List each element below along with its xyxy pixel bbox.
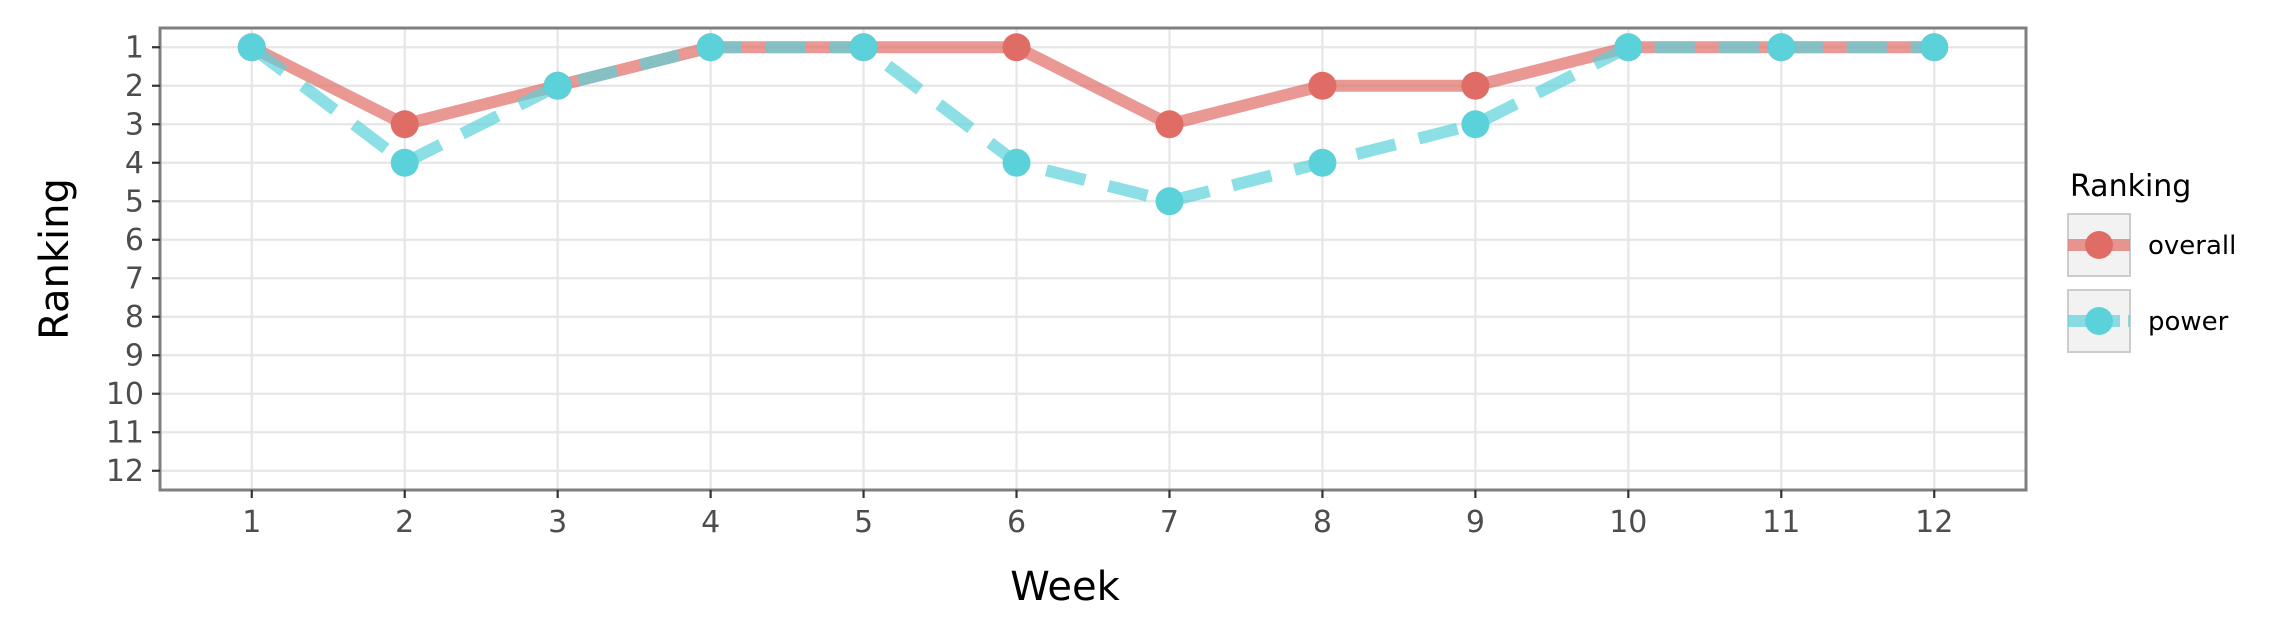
y-tick-label-8: 8: [125, 300, 144, 335]
y-tick-label-2: 2: [125, 69, 144, 104]
y-tick-label-6: 6: [125, 223, 144, 258]
legend-label-overall: overall: [2148, 231, 2236, 261]
point-power-3: [543, 71, 572, 100]
y-tick-label-12: 12: [106, 454, 144, 489]
x-tick-label-1: 1: [242, 505, 261, 540]
point-power-12: [1920, 33, 1949, 62]
x-tick-label-11: 11: [1762, 505, 1800, 540]
point-overall-8: [1308, 71, 1337, 100]
point-power-7: [1155, 187, 1184, 216]
point-overall-6: [1002, 33, 1031, 62]
y-tick-label-7: 7: [125, 261, 144, 296]
x-tick-label-9: 9: [1466, 505, 1485, 540]
y-tick-label-10: 10: [106, 377, 144, 412]
y-tick-label-4: 4: [125, 146, 144, 181]
x-tick-label-6: 6: [1007, 505, 1026, 540]
x-tick-label-12: 12: [1915, 505, 1953, 540]
y-tick-label-1: 1: [125, 30, 144, 65]
panel-background: [160, 28, 2026, 490]
point-power-1: [237, 33, 266, 62]
y-tick-label-11: 11: [106, 415, 144, 450]
x-tick-label-10: 10: [1609, 505, 1647, 540]
series-line-power: [248, 41, 1935, 208]
panel-border: [158, 26, 2028, 492]
legend-marker-power: [2085, 307, 2113, 335]
legend-label-power: power: [2148, 307, 2229, 337]
point-power-4: [696, 33, 725, 62]
point-power-5: [849, 33, 878, 62]
x-tick-label-2: 2: [395, 505, 414, 540]
series-lines: [248, 41, 1935, 208]
point-power-6: [1002, 148, 1031, 177]
point-overall-9: [1461, 71, 1490, 100]
y-axis-title: Ranking: [32, 178, 78, 340]
x-axis: 1 2 3 4 5 6 7 8 9 10 11 12: [242, 490, 1953, 540]
x-tick-label-5: 5: [854, 505, 873, 540]
x-tick-label-4: 4: [701, 505, 720, 540]
point-power-8: [1308, 148, 1337, 177]
x-tick-label-3: 3: [548, 505, 567, 540]
point-power-2: [390, 148, 419, 177]
y-tick-label-5: 5: [125, 184, 144, 219]
legend-marker-overall: [2085, 231, 2113, 259]
legend: Ranking overall power: [2067, 169, 2236, 353]
point-overall-7: [1155, 110, 1184, 139]
point-power-10: [1614, 33, 1643, 62]
point-power-11: [1767, 33, 1796, 62]
point-overall-2: [390, 110, 419, 139]
x-tick-label-7: 7: [1160, 505, 1179, 540]
series-points: [237, 33, 1949, 216]
legend-title: Ranking: [2070, 169, 2191, 204]
y-tick-label-9: 9: [125, 338, 144, 373]
y-tick-label-3: 3: [125, 107, 144, 142]
point-power-9: [1461, 110, 1490, 139]
x-tick-label-8: 8: [1313, 505, 1332, 540]
x-axis-title: Week: [1010, 564, 1120, 610]
